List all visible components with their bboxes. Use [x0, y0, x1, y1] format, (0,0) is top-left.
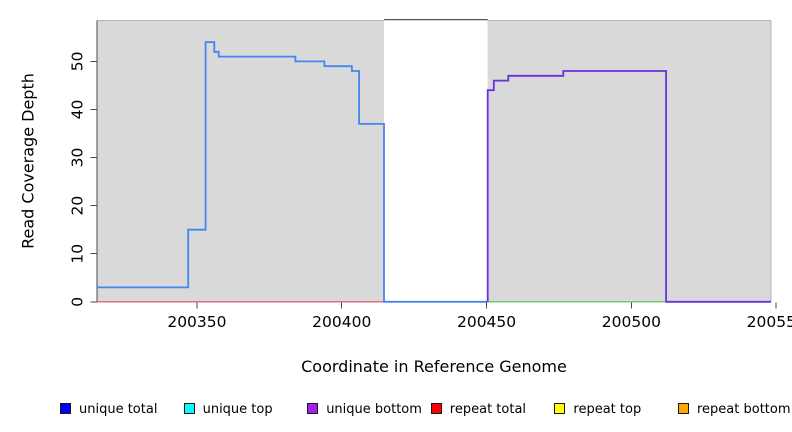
legend-label: unique bottom: [326, 402, 422, 417]
legend-swatch-repeat-top: [554, 403, 566, 414]
legend-swatch-repeat-total: [430, 403, 442, 414]
legend-swatch-repeat-bottom: [678, 403, 689, 414]
series-line-3: [486, 70, 771, 303]
y-axis-title: Read Coverage Depth: [18, 73, 38, 249]
legend-label: repeat bottom: [697, 402, 791, 417]
y-tick-label: 0: [68, 297, 86, 307]
legend-item-unique-bottom: unique bottom: [307, 399, 422, 417]
x-tick-label: 200450: [457, 313, 516, 331]
x-tick-label: 200400: [312, 313, 371, 331]
legend-label: repeat top: [573, 402, 642, 417]
legend-item-repeat-bottom: repeat bottom: [678, 399, 791, 417]
coverage-gap-band: [384, 12, 488, 303]
y-tick-label: 20: [68, 196, 86, 216]
legend-label: unique total: [79, 402, 158, 417]
legend-label: unique top: [202, 402, 273, 417]
y-tick-label: 10: [68, 244, 86, 264]
series-line-2: [97, 41, 488, 303]
y-tick-label: 40: [68, 100, 86, 120]
legend-item-unique-top: unique top: [183, 399, 273, 417]
legend-item-repeat-total: repeat total: [430, 399, 527, 417]
x-tick-label: 200500: [602, 313, 661, 331]
legend-swatch-unique-bottom: [307, 403, 319, 414]
legend-label: repeat total: [449, 402, 527, 417]
y-tick-label: 50: [68, 52, 86, 72]
legend-item-repeat-top: repeat top: [554, 399, 642, 417]
legend-item-unique-total: unique total: [60, 399, 158, 417]
x-axis-title: Coordinate in Reference Genome: [301, 357, 567, 376]
legend-swatch-unique-total: [60, 403, 71, 414]
x-tick-label: 200350: [167, 313, 226, 331]
legend-swatch-unique-top: [183, 403, 195, 414]
y-tick-label: 30: [68, 148, 86, 168]
